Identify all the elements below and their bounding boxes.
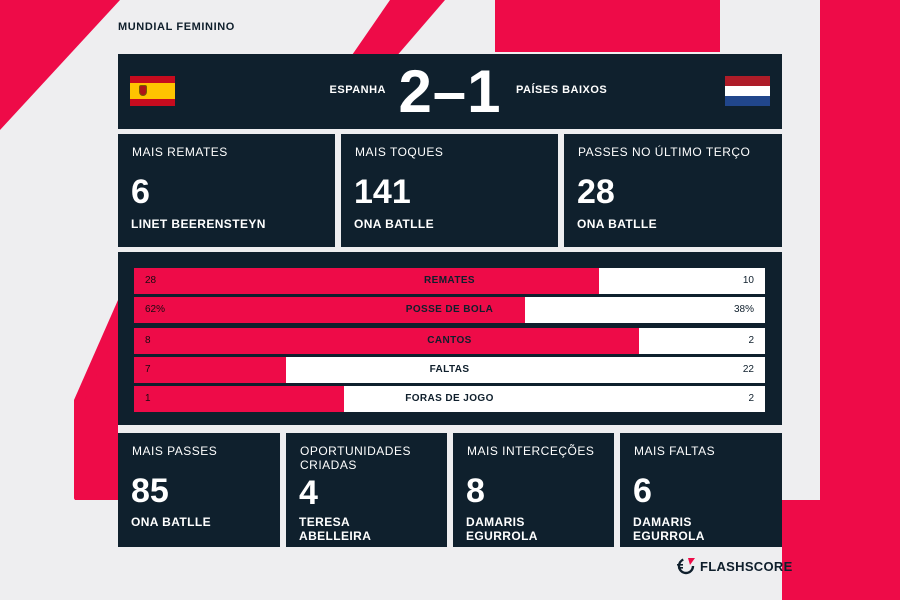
- card-value: 28: [577, 173, 615, 211]
- card-label: OPORTUNIDADES CRIADAS: [300, 444, 411, 472]
- card-label: MAIS INTERCEÇÕES: [467, 444, 595, 458]
- away-value: 2: [748, 393, 754, 404]
- stat-label: REMATES: [424, 275, 475, 286]
- comparison-row-possession: 62% POSSE DE BOLA 38%: [134, 297, 765, 323]
- stat-label: POSSE DE BOLA: [405, 304, 494, 315]
- home-value: 8: [145, 335, 151, 346]
- home-share-bar: [134, 268, 600, 294]
- stat-card-final-third-passes: PASSES NO ÚLTIMO TERÇO 28 ONA BATLLE: [564, 134, 782, 247]
- netherlands-flag-icon: [725, 76, 770, 106]
- card-value: 4: [299, 474, 318, 512]
- comparison-row-shots: 28 REMATES 10: [134, 268, 765, 294]
- stat-label: FORAS DE JOGO: [405, 393, 494, 404]
- card-value: 6: [131, 173, 150, 211]
- stat-card-most-passes: MAIS PASSES 85 ONA BATLLE: [118, 433, 280, 547]
- card-player: LINET BEERENSTEYN: [131, 217, 266, 231]
- card-label: MAIS REMATES: [132, 145, 228, 159]
- flashscore-logo: FLASHSCORE: [676, 556, 793, 576]
- stat-card-chances-created: OPORTUNIDADES CRIADAS 4 TERESA ABELLEIRA: [286, 433, 447, 547]
- home-share-bar: [134, 297, 526, 323]
- card-player: DAMARIS EGURROLA: [633, 515, 705, 543]
- card-player: ONA BATLLE: [131, 515, 211, 529]
- card-value: 141: [354, 173, 411, 211]
- away-value: 38%: [733, 304, 754, 315]
- card-player: DAMARIS EGURROLA: [466, 515, 538, 543]
- card-player: ONA BATLLE: [354, 217, 434, 231]
- match-score: 2–1: [398, 58, 502, 125]
- home-share-bar: [134, 386, 345, 412]
- comparison-row-offsides: 1 FORAS DE JOGO 2: [134, 386, 765, 412]
- stat-label: CANTOS: [427, 335, 472, 346]
- comparison-row-fouls: 7 FALTAS 22: [134, 357, 765, 383]
- home-value: 62%: [145, 304, 166, 315]
- card-label: MAIS TOQUES: [355, 145, 444, 159]
- stat-card-most-touches: MAIS TOQUES 141 ONA BATLLE: [341, 134, 558, 247]
- away-value: 22: [742, 364, 754, 375]
- home-value: 1: [145, 393, 151, 404]
- match-header: ESPANHA 2–1 PAÍSES BAIXOS: [118, 54, 782, 129]
- away-value: 2: [748, 335, 754, 346]
- stats-comparison: 28 REMATES 10 62% POSSE DE BOLA 38% 8 CA…: [118, 252, 782, 425]
- home-value: 7: [145, 364, 151, 375]
- card-value: 85: [131, 472, 169, 510]
- comparison-row-corners: 8 CANTOS 2: [134, 328, 765, 354]
- card-player: ONA BATLLE: [577, 217, 657, 231]
- stat-card-most-shots: MAIS REMATES 6 LINET BEERENSTEYN: [118, 134, 335, 247]
- card-player: TERESA ABELLEIRA: [299, 515, 372, 543]
- stat-label: FALTAS: [429, 364, 470, 375]
- home-value: 28: [145, 275, 157, 286]
- card-label: MAIS FALTAS: [634, 444, 716, 458]
- card-label: PASSES NO ÚLTIMO TERÇO: [578, 145, 751, 159]
- brand-name: FLASHSCORE: [700, 558, 793, 574]
- stat-card-most-interceptions: MAIS INTERCEÇÕES 8 DAMARIS EGURROLA: [453, 433, 614, 547]
- home-share-bar: [134, 328, 639, 354]
- spain-flag-icon: [130, 76, 175, 106]
- home-team-name: ESPANHA: [329, 84, 386, 96]
- card-label: MAIS PASSES: [132, 444, 218, 458]
- card-value: 8: [466, 472, 485, 510]
- card-value: 6: [633, 472, 652, 510]
- stat-card-most-fouls: MAIS FALTAS 6 DAMARIS EGURROLA: [620, 433, 782, 547]
- competition-title: MUNDIAL FEMININO: [118, 21, 235, 33]
- away-value: 10: [742, 275, 754, 286]
- away-team-name: PAÍSES BAIXOS: [516, 84, 608, 96]
- flashscore-logo-icon: [677, 557, 695, 575]
- home-share-bar: [134, 357, 287, 383]
